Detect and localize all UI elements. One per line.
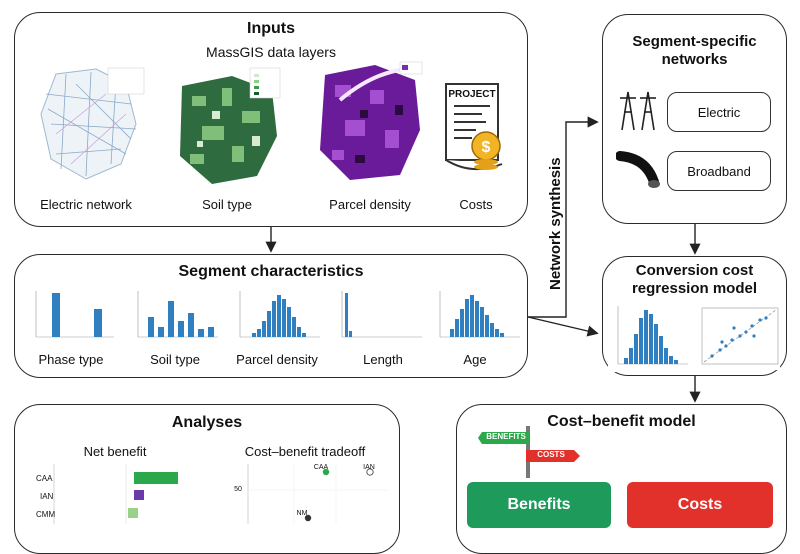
project-doc-label: PROJECT bbox=[448, 89, 496, 100]
signpost-icon bbox=[478, 426, 582, 478]
inputs-title: Inputs bbox=[247, 20, 295, 37]
regression-scatter bbox=[694, 306, 780, 370]
conversion-title-2: regression model bbox=[631, 280, 758, 297]
net-benefit-bars bbox=[34, 462, 194, 524]
analyses-title: Analyses bbox=[171, 414, 243, 431]
soil-type-map bbox=[172, 66, 282, 186]
segment-specific-title-1: Segment-specific bbox=[632, 33, 757, 50]
electric-network-box: Electric bbox=[667, 92, 771, 132]
electric-tower-icon bbox=[618, 86, 658, 132]
bar-label-caa: CAA bbox=[36, 474, 53, 483]
input-label-parcel-density: Parcel density bbox=[329, 197, 411, 212]
phase-type-histogram bbox=[24, 287, 118, 343]
segment-label-age: Age bbox=[463, 352, 487, 367]
bar-label-ian: IAN bbox=[40, 492, 54, 501]
scatter-label-caa: CAA bbox=[313, 464, 329, 471]
electric-network-map bbox=[36, 64, 146, 184]
conversion-title-1: Conversion cost bbox=[635, 262, 754, 279]
parcel-density-histogram bbox=[230, 287, 324, 343]
segment-specific-title-2: networks bbox=[661, 51, 728, 68]
conversion-histogram bbox=[608, 302, 690, 372]
network-synthesis-label: Network synthesis bbox=[547, 157, 564, 290]
segment-label-phase-type: Phase type bbox=[38, 352, 104, 367]
benefits-box: Benefits bbox=[467, 482, 611, 528]
segment-characteristics-title: Segment characteristics bbox=[178, 263, 364, 280]
length-histogram bbox=[332, 287, 426, 343]
scatter-label-nm: NM bbox=[296, 510, 308, 517]
cost-benefit-title: Cost–benefit model bbox=[547, 413, 696, 430]
input-label-costs: Costs bbox=[459, 197, 493, 212]
sign-costs-label: COSTS bbox=[537, 450, 565, 459]
broadband-network-box: Broadband bbox=[667, 151, 771, 191]
segment-label-soil-type: Soil type bbox=[150, 352, 200, 367]
bar-label-cmm: CMM bbox=[36, 510, 56, 519]
scatter-tick-50: 50 bbox=[234, 486, 242, 493]
segment-label-length: Length bbox=[363, 352, 403, 367]
soil-type-histogram bbox=[128, 287, 222, 343]
tradeoff-scatter bbox=[238, 462, 388, 524]
input-label-soil-type: Soil type bbox=[202, 197, 252, 212]
age-histogram bbox=[430, 287, 524, 343]
segment-label-parcel-density: Parcel density bbox=[236, 352, 318, 367]
sign-benefits-label: BENEFITS bbox=[486, 432, 526, 441]
input-label-electric-network: Electric network bbox=[40, 197, 132, 212]
tradeoff-label: Cost–benefit tradeoff bbox=[244, 444, 366, 459]
inputs-subtitle: MassGIS data layers bbox=[206, 44, 336, 60]
net-benefit-label: Net benefit bbox=[83, 444, 147, 459]
broadband-cable-icon bbox=[615, 148, 662, 192]
scatter-label-ian: IAN bbox=[363, 464, 375, 471]
project-document-icon: $ bbox=[442, 80, 510, 180]
parcel-density-map bbox=[310, 60, 425, 185]
costs-box: Costs bbox=[627, 482, 773, 528]
svg-text:$: $ bbox=[482, 139, 491, 156]
